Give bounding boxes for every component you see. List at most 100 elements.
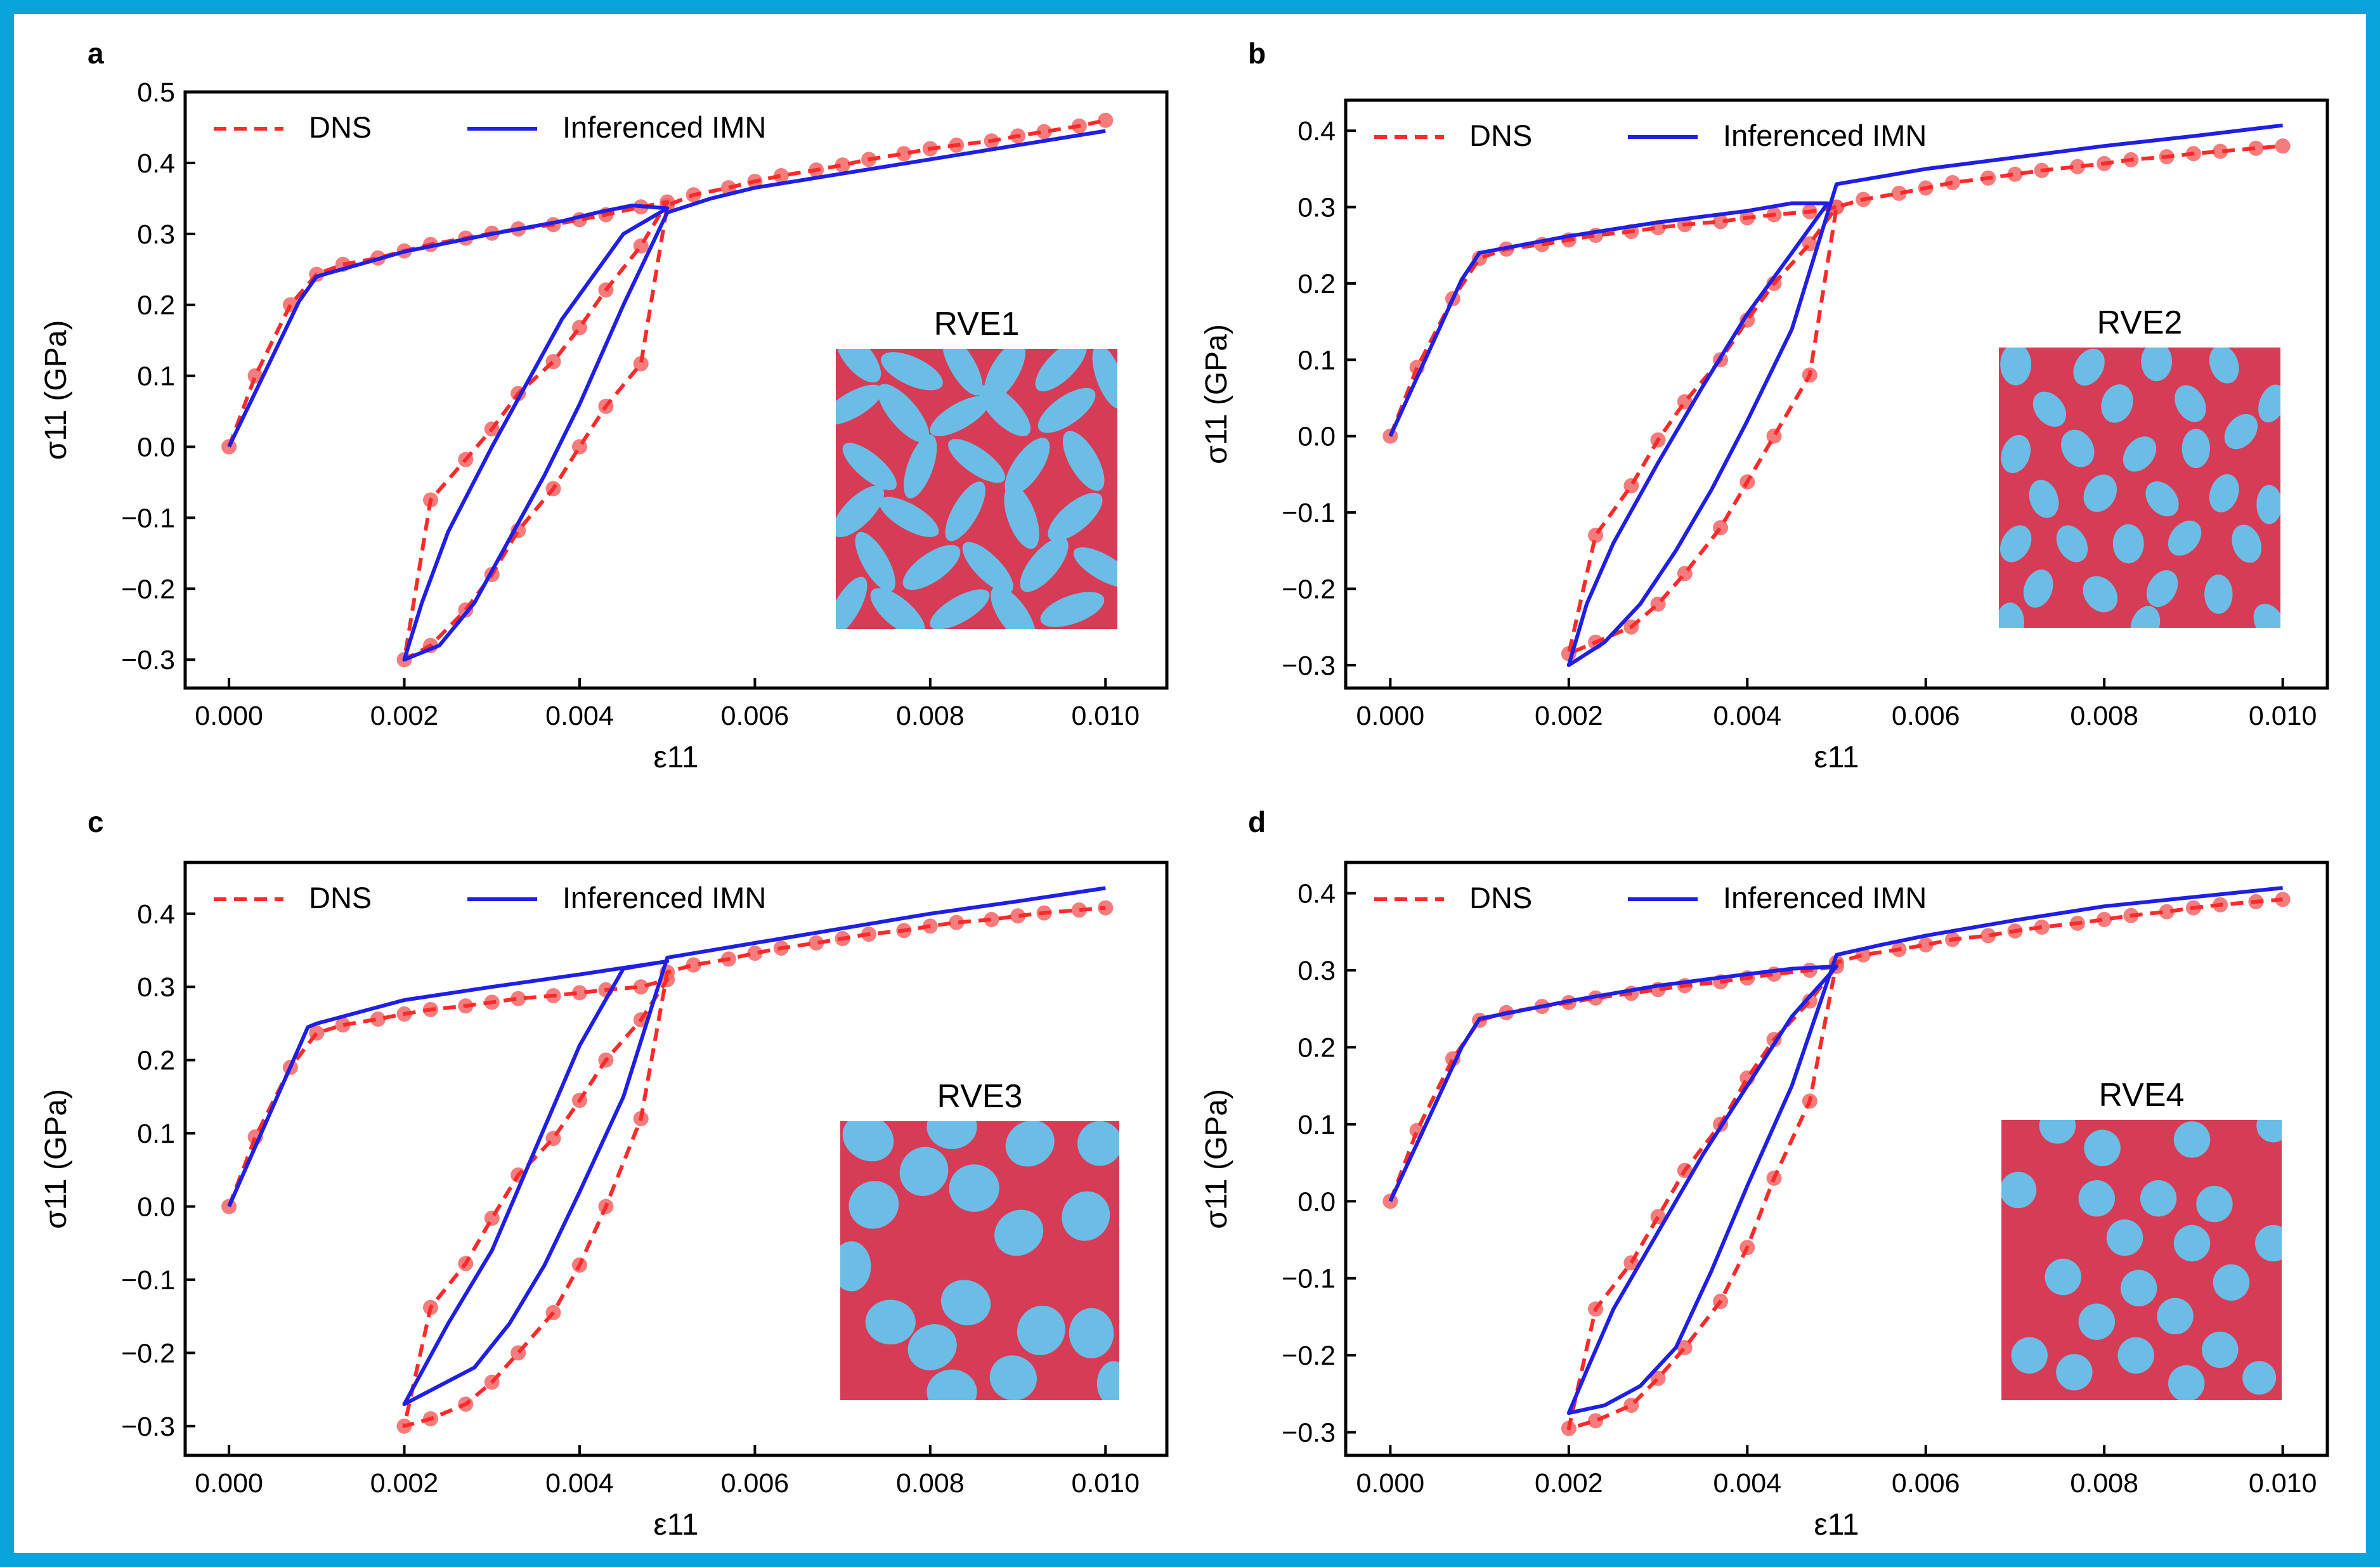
rve-inclusion bbox=[2083, 474, 2117, 512]
rve-inclusion bbox=[1062, 431, 1105, 491]
rve-inset bbox=[1999, 348, 2280, 628]
rve-inclusion bbox=[942, 349, 983, 396]
dns-marker bbox=[1010, 908, 1026, 924]
x-tick-label: 0.006 bbox=[1892, 1468, 1960, 1499]
y-tick-label: 0.2 bbox=[1297, 1032, 1336, 1063]
rve-inclusion bbox=[927, 1369, 977, 1400]
rve-inclusion bbox=[2130, 606, 2161, 628]
legend: DNS Inferenced IMN bbox=[214, 110, 766, 144]
x-tick-label: 0.010 bbox=[1071, 701, 1140, 731]
panel-c: c 0.000 0.002 0.004 0.006 0.008 0.010 −0.3 −0.2 −… bbox=[39, 805, 1169, 1542]
y-tick-label: −0.1 bbox=[1282, 498, 1336, 528]
rve-inclusion bbox=[2000, 348, 2032, 386]
rve-inclusion bbox=[2213, 1264, 2250, 1301]
imn-line bbox=[1388, 123, 2283, 667]
rve-inclusion bbox=[962, 542, 1013, 593]
rve-title: RVE2 bbox=[2097, 304, 2183, 341]
dns-line bbox=[1388, 144, 2283, 656]
imn-series bbox=[1388, 123, 2283, 667]
rve-inclusion bbox=[1999, 602, 2024, 628]
dns-marker bbox=[2275, 138, 2291, 154]
rve-inclusion bbox=[2073, 348, 2105, 386]
rve-inclusion bbox=[907, 1324, 957, 1370]
rve-inclusion bbox=[2173, 1121, 2211, 1158]
dns-marker bbox=[633, 356, 649, 372]
rve-inclusion bbox=[2168, 520, 2202, 556]
x-tick-label: 0.002 bbox=[1535, 1468, 1603, 1499]
x-tick-label: 0.002 bbox=[1535, 701, 1603, 731]
rve-inclusion bbox=[948, 439, 1005, 483]
imn-line bbox=[1388, 886, 2283, 1415]
rve-inclusion bbox=[930, 396, 990, 436]
rve-inclusion bbox=[836, 576, 868, 629]
rve-inclusion bbox=[1017, 1305, 1065, 1356]
dns-marker bbox=[1036, 124, 1052, 140]
rve-inclusion bbox=[877, 384, 930, 443]
rve-inclusion bbox=[2101, 384, 2133, 423]
y-tick-label: 0.4 bbox=[137, 148, 175, 179]
rve-inclusion bbox=[1005, 438, 1050, 495]
rve-inclusion bbox=[2140, 1180, 2177, 1217]
rve-inclusion bbox=[1048, 493, 1103, 542]
axes-frame bbox=[183, 90, 1169, 690]
x-tick-label: 0.004 bbox=[545, 1468, 614, 1499]
y-tick-label: −0.1 bbox=[121, 1265, 175, 1296]
dns-marker bbox=[510, 991, 526, 1006]
imn-series bbox=[1388, 886, 2283, 1415]
rve-inclusion bbox=[865, 1299, 916, 1344]
rve-inclusion bbox=[2209, 474, 2239, 512]
rve-inclusion bbox=[949, 1164, 999, 1212]
y-tick-label: 0.4 bbox=[1297, 116, 1336, 146]
dns-marker bbox=[221, 1199, 237, 1214]
imn-line bbox=[227, 129, 1106, 662]
rve-inclusion bbox=[855, 531, 895, 592]
rve-inclusion bbox=[2056, 525, 2088, 562]
x-tick-label: 0.008 bbox=[2070, 1468, 2138, 1499]
rve-inclusion bbox=[2168, 1365, 2205, 1400]
rve-inclusion bbox=[2039, 1120, 2076, 1144]
rve-inclusion bbox=[989, 1355, 1037, 1400]
y-tick-label: −0.3 bbox=[121, 645, 175, 675]
dns-marker bbox=[335, 1017, 351, 1033]
dns-marker bbox=[686, 957, 701, 973]
x-axis-label: ε11 bbox=[1814, 741, 1859, 774]
y-tick-label: 0.1 bbox=[137, 361, 175, 392]
dns-marker bbox=[949, 914, 965, 930]
dns-marker bbox=[1588, 1413, 1604, 1429]
rve-inset bbox=[836, 349, 1117, 629]
rve-inclusion bbox=[870, 588, 925, 629]
rve-inclusion bbox=[2232, 524, 2262, 563]
rve-inclusion bbox=[2204, 575, 2233, 614]
rve-inclusion bbox=[842, 1121, 894, 1162]
rve-inclusion bbox=[2157, 1297, 2194, 1335]
rve-inclusion bbox=[979, 384, 1031, 436]
x-tick-label: 0.004 bbox=[1713, 701, 1781, 731]
rve-inclusions bbox=[1999, 348, 2280, 628]
x-tick-label: 0.000 bbox=[195, 1468, 263, 1499]
rve-inclusion bbox=[1062, 1191, 1110, 1241]
y-tick-label: −0.1 bbox=[1282, 1264, 1336, 1294]
rve-inclusion bbox=[2123, 436, 2157, 472]
rve-inclusion bbox=[1040, 592, 1105, 627]
x-tick-label: 0.004 bbox=[545, 701, 614, 731]
rve-inclusion bbox=[1004, 484, 1039, 549]
rve-inclusion bbox=[836, 384, 883, 426]
rve-inclusion bbox=[2145, 481, 2179, 517]
rve-inclusion bbox=[880, 352, 943, 391]
dns-series bbox=[1382, 138, 2291, 661]
rve-inclusion bbox=[1020, 537, 1069, 592]
rve-matrix bbox=[840, 1121, 1119, 1400]
y-tick-label: 0.3 bbox=[1297, 956, 1336, 986]
dns-line bbox=[227, 906, 1106, 1428]
x-tick-label: 0.008 bbox=[896, 701, 965, 731]
rve-title: RVE3 bbox=[937, 1078, 1023, 1115]
dns-series bbox=[1382, 892, 2291, 1436]
x-tick-label: 0.006 bbox=[721, 1468, 790, 1499]
rve-inclusion bbox=[2029, 479, 2059, 518]
dns-marker bbox=[633, 979, 649, 995]
rve-inclusion bbox=[1092, 349, 1117, 409]
legend: DNS Inferenced IMN bbox=[214, 881, 766, 914]
dns-series bbox=[221, 900, 1114, 1434]
rve-inclusion bbox=[2001, 434, 2031, 474]
dns-marker bbox=[1766, 428, 1782, 444]
